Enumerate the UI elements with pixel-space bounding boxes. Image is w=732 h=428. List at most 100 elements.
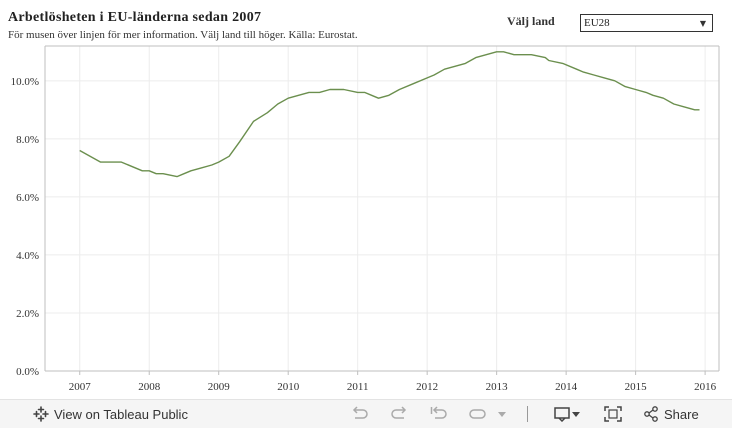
refresh-button[interactable] [468,405,486,423]
redo-icon [390,406,408,422]
data-point[interactable] [296,92,302,98]
data-point[interactable] [275,101,281,107]
redo-button[interactable] [390,405,408,423]
x-tick-label: 2014 [555,381,578,393]
y-tick-label: 2.0% [16,308,39,320]
data-point[interactable] [560,60,566,66]
refresh-icon [468,406,486,422]
data-point[interactable] [643,89,649,95]
data-point[interactable] [181,171,187,177]
data-point[interactable] [424,75,430,81]
data-point[interactable] [264,110,270,116]
data-point[interactable] [633,87,639,93]
view-on-tableau-label: View on Tableau Public [54,406,188,422]
download-button[interactable] [554,405,582,423]
gridlines [45,46,719,372]
data-point[interactable] [410,81,416,87]
data-point[interactable] [396,87,402,93]
data-point[interactable] [650,92,656,98]
data-point[interactable] [386,92,392,98]
data-point[interactable] [188,168,194,174]
data-point[interactable] [591,72,597,78]
tableau-logo-icon [33,406,49,422]
data-point[interactable] [681,104,687,110]
data-point[interactable] [612,78,618,84]
x-tick-label: 2011 [347,381,369,393]
data-point[interactable] [483,52,489,58]
data-point[interactable] [306,89,312,95]
data-point[interactable] [501,49,507,55]
data-point[interactable] [369,92,375,98]
data-point[interactable] [581,69,587,75]
data-point[interactable] [198,165,204,171]
fullscreen-button[interactable] [604,405,622,423]
data-point[interactable] [671,101,677,107]
data-point[interactable] [528,52,534,58]
data-point[interactable] [494,49,500,55]
series[interactable] [77,49,703,180]
data-point[interactable] [139,168,145,174]
data-point[interactable] [546,58,552,64]
x-tick-label: 2009 [208,381,231,393]
data-point[interactable] [518,52,524,58]
data-point[interactable] [216,159,222,165]
line-chart[interactable]: 0.0% 2.0% 4.0% 6.0% 8.0% 10.0% 2007 2008 2009 201… [0,0,732,399]
data-point[interactable] [473,55,479,61]
data-point[interactable] [118,159,124,165]
x-tick-label: 2008 [138,381,161,393]
data-point[interactable] [355,89,361,95]
country-filter-label: Välj land [507,14,555,28]
axes: 0.0% 2.0% 4.0% 6.0% 8.0% 10.0% 2007 2008 2009 201… [11,45,720,393]
data-point[interactable] [237,139,243,145]
data-point[interactable] [146,168,152,174]
data-point[interactable] [660,95,666,101]
data-point[interactable] [160,171,166,177]
x-tick-label: 2010 [277,381,300,393]
share-button[interactable]: Share [643,405,699,423]
share-label: Share [664,406,699,422]
fullscreen-icon [604,406,622,422]
share-icon [643,406,659,422]
series-line-eu28[interactable] [79,51,700,178]
y-tick-label: 0.0% [16,366,39,378]
data-point[interactable] [442,66,448,72]
data-point[interactable] [462,60,468,66]
y-tick-label: 10.0% [11,76,39,88]
undo-icon [351,406,369,422]
data-point[interactable] [362,89,368,95]
data-point[interactable] [511,52,517,58]
x-tick-label: 2013 [486,381,509,393]
toolbar-divider [527,406,528,422]
data-point[interactable] [226,153,232,159]
country-select[interactable]: EU28 ▼ [580,14,713,32]
data-point[interactable] [77,147,83,153]
data-point[interactable] [285,95,291,101]
data-point[interactable] [697,107,703,113]
data-point[interactable] [209,162,215,168]
data-point[interactable] [327,87,333,93]
x-tick-label: 2016 [694,381,717,393]
view-on-tableau-button[interactable]: View on Tableau Public [33,405,188,423]
country-select-value: EU28 [584,17,610,29]
refresh-menu-button[interactable] [497,405,507,423]
data-point[interactable] [622,84,628,90]
data-point[interactable] [153,171,159,177]
data-point[interactable] [376,95,382,101]
data-point[interactable] [601,75,607,81]
revert-button[interactable] [430,405,448,423]
x-tick-label: 2012 [416,381,438,393]
data-point[interactable] [98,159,104,165]
data-point[interactable] [316,89,322,95]
data-point[interactable] [341,87,347,93]
data-point[interactable] [250,118,256,124]
undo-button[interactable] [351,405,369,423]
data-point[interactable] [574,66,580,72]
caret-down-icon [497,406,507,422]
data-point[interactable] [452,63,458,69]
chart-title: Arbetlösheten i EU-länderna sedan 2007 [8,10,262,25]
data-point[interactable] [174,174,180,180]
x-tick-label: 2015 [625,381,648,393]
data-point[interactable] [431,72,437,78]
chart-subtitle: För musen över linjen för mer informatio… [8,29,358,41]
y-tick-label: 6.0% [16,192,39,204]
